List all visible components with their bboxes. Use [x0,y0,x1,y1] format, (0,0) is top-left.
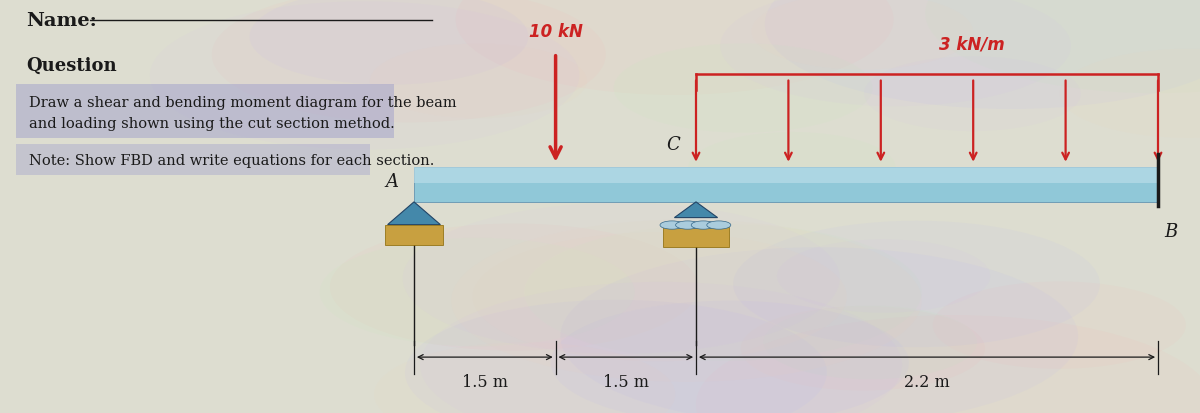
Circle shape [696,316,1200,413]
Text: 1.5 m: 1.5 m [602,373,649,391]
Circle shape [676,221,700,230]
Circle shape [404,300,827,413]
Circle shape [473,233,847,361]
Text: Note: Show FBD and write equations for each section.: Note: Show FBD and write equations for e… [29,153,434,167]
Circle shape [551,301,908,413]
Circle shape [613,44,872,133]
Circle shape [374,342,676,413]
Text: and loading shown using the cut section method.: and loading shown using the cut section … [29,117,395,131]
FancyBboxPatch shape [662,228,730,247]
Circle shape [403,204,840,354]
Circle shape [212,0,606,123]
Text: C: C [667,135,680,154]
Circle shape [740,306,985,391]
Polygon shape [674,202,718,218]
Text: B: B [1164,222,1177,240]
Circle shape [733,221,1100,347]
FancyBboxPatch shape [385,225,443,245]
FancyBboxPatch shape [414,167,1158,183]
Circle shape [776,240,990,313]
Text: 1.5 m: 1.5 m [462,373,508,391]
Text: 3 kN/m: 3 kN/m [940,36,1004,54]
Text: Name:: Name: [26,12,97,30]
Circle shape [150,2,580,150]
Circle shape [1060,50,1200,139]
Circle shape [456,0,894,96]
Circle shape [764,0,1200,110]
Circle shape [720,0,1070,107]
Circle shape [688,133,895,204]
Circle shape [451,220,922,382]
Circle shape [330,224,698,351]
Circle shape [751,0,973,71]
Circle shape [932,282,1186,369]
FancyBboxPatch shape [16,145,370,176]
Circle shape [420,282,902,413]
Circle shape [370,44,587,119]
Circle shape [763,306,977,380]
FancyBboxPatch shape [414,167,1158,202]
Circle shape [925,0,1200,94]
Text: Draw a shear and bending moment diagram for the beam: Draw a shear and bending moment diagram … [29,95,456,109]
Text: Question: Question [26,57,118,75]
Circle shape [691,221,715,230]
Text: A: A [385,173,398,191]
Circle shape [560,247,1078,413]
Circle shape [864,57,1081,132]
Polygon shape [388,202,440,225]
Circle shape [250,0,528,85]
Circle shape [660,221,684,230]
Circle shape [524,224,922,361]
Text: 2.2 m: 2.2 m [904,373,950,391]
FancyBboxPatch shape [16,85,394,138]
Text: 10 kN: 10 kN [529,24,582,41]
Circle shape [319,238,635,347]
Circle shape [707,221,731,230]
